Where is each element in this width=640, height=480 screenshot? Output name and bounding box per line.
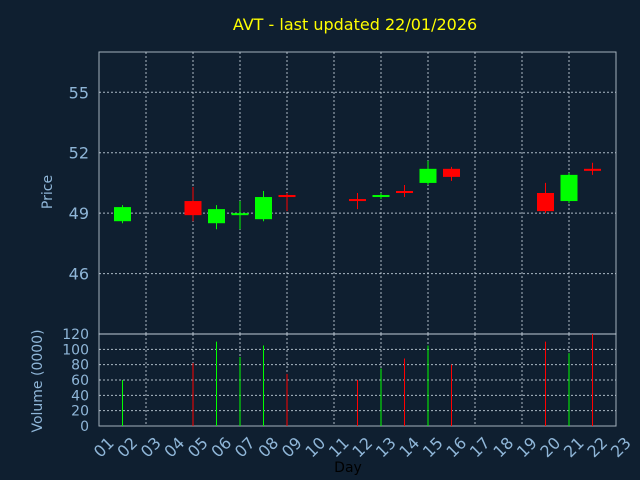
candle-body <box>560 174 578 202</box>
candle-body <box>396 190 413 193</box>
price-panel: 46 49 52 55 <box>69 51 617 335</box>
volume-tick-label: 0 <box>80 419 89 435</box>
candle-body <box>114 207 131 222</box>
candle-body <box>443 168 460 177</box>
candle-body <box>419 168 437 183</box>
candle-body <box>372 195 390 198</box>
candle-body <box>278 195 296 198</box>
price-tick-label: 52 <box>69 144 89 163</box>
price-axis-label: Price <box>40 175 56 209</box>
chart-title: AVT - last updated 22/01/2026 <box>233 15 477 34</box>
x-axis: 0102030405060708091011121314151617181920… <box>90 433 635 461</box>
volume-tick-label: 80 <box>71 358 89 374</box>
price-tick-label: 46 <box>69 265 89 284</box>
candle-body <box>349 199 366 202</box>
price-tick-label: 55 <box>69 83 89 102</box>
volume-tick-label: 120 <box>62 327 89 343</box>
volume-tick-label: 40 <box>71 388 89 404</box>
candle-body <box>537 193 554 212</box>
x-axis-label: Day <box>334 460 362 476</box>
volume-tick-label: 100 <box>62 342 89 358</box>
price-tick-label: 49 <box>69 204 89 223</box>
candle-body <box>184 201 202 216</box>
volume-axis-label: Volume (0000) <box>30 329 46 432</box>
candle-body <box>584 168 601 171</box>
candle-body <box>231 213 249 216</box>
candle-body <box>255 197 272 220</box>
candle-body <box>208 209 225 224</box>
x-tick-label: 23 <box>607 433 635 461</box>
volume-tick-label: 20 <box>71 404 89 420</box>
volume-tick-label: 60 <box>71 373 89 389</box>
